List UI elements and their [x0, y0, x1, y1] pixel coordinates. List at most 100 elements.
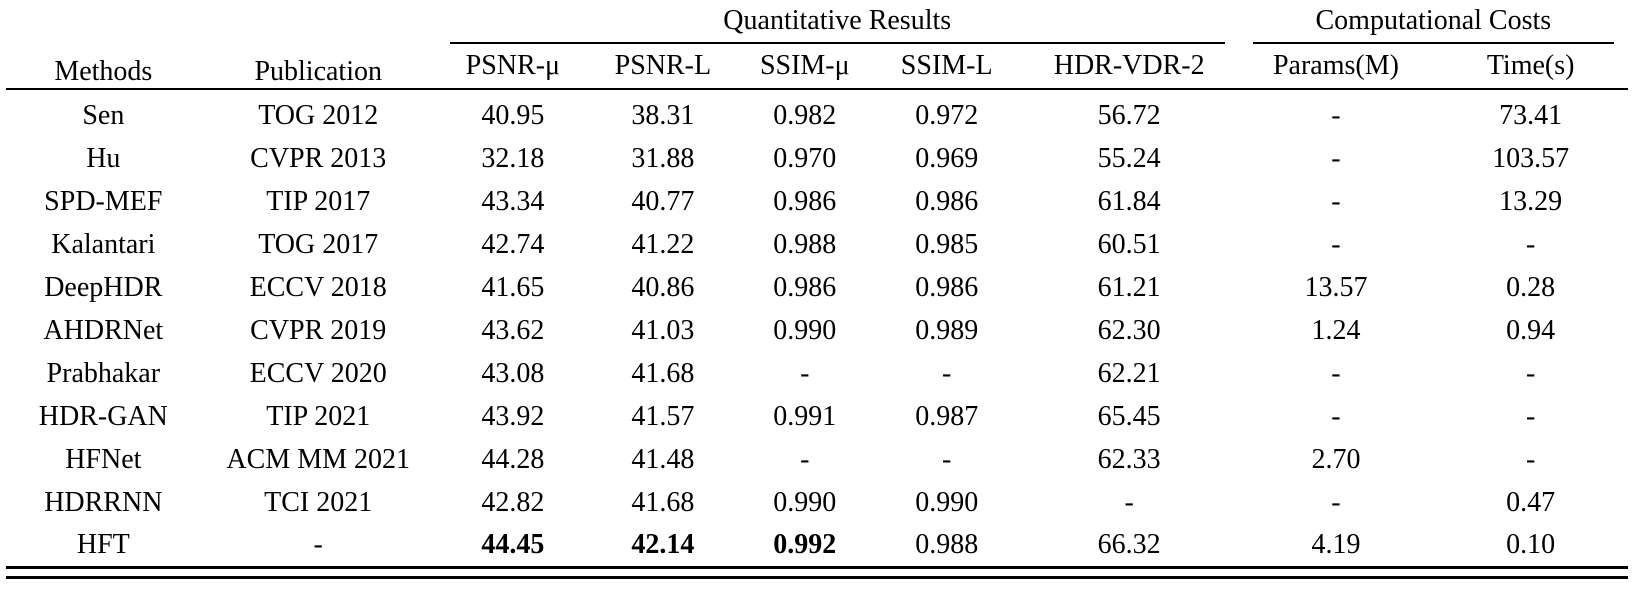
value-cell: 42.82 — [481, 486, 545, 518]
value-cell: - — [800, 443, 810, 475]
group-header-computational-costs-label: Computational Costs — [1252, 5, 1614, 44]
value-cell: 62.21 — [1097, 357, 1161, 389]
value-cell: 0.969 — [915, 142, 979, 174]
value-cell: - — [942, 357, 952, 389]
col-header-psnr-mu: PSNR-μ — [435, 44, 590, 90]
value-cell: 62.33 — [1097, 443, 1161, 475]
value-cell: 103.57 — [1492, 142, 1570, 174]
value-cell: - — [1331, 142, 1341, 174]
table-body: Sen TOG 2012 40.95 38.31 0.982 0.972 56.72 - 73.… — [6, 89, 1628, 567]
value-cell: 31.88 — [631, 142, 695, 174]
value-cell: 2.70 — [1311, 443, 1361, 475]
value-cell: 4.19 — [1311, 528, 1361, 560]
col-header-methods: Methods — [6, 2, 201, 90]
value-cell: 0.990 — [773, 314, 837, 346]
table-row: Kalantari TOG 2017 42.74 41.22 0.988 0.985 60.… — [6, 223, 1628, 266]
value-cell: 44.45 — [481, 528, 545, 560]
value-cell: 0.988 — [773, 228, 837, 260]
col-header-params: Params(M) — [1238, 44, 1434, 90]
publication-cell: CVPR 2013 — [250, 142, 387, 174]
column-header-row: PSNR-μ PSNR-L SSIM-μ SSIM-L HDR-VDR-2 Pa… — [6, 44, 1628, 90]
method-cell: AHDRNet — [43, 314, 164, 346]
table-row: Sen TOG 2012 40.95 38.31 0.982 0.972 56.72 - 73.… — [6, 89, 1628, 137]
col-header-psnr-l: PSNR-L — [589, 44, 736, 90]
value-cell: - — [1525, 357, 1536, 389]
publication-cell: ECCV 2020 — [249, 357, 387, 389]
group-header-row: Methods Publication Quantitative Results… — [6, 2, 1628, 90]
value-cell: 0.990 — [773, 486, 837, 518]
value-cell: 65.45 — [1097, 400, 1161, 432]
col-header-hdr-vdr-2: HDR-VDR-2 — [1019, 44, 1239, 90]
value-cell: - — [800, 357, 810, 389]
publication-cell: TCI 2021 — [264, 486, 373, 518]
value-cell: 43.62 — [481, 314, 545, 346]
value-cell: 56.72 — [1097, 100, 1161, 131]
publication-cell: TIP 2017 — [266, 185, 371, 217]
value-cell: - — [1331, 185, 1341, 217]
table-row: HFT - 44.45 42.14 0.992 0.988 66.32 4.19 0.10 — [6, 524, 1628, 567]
value-cell: 38.31 — [631, 100, 695, 131]
value-cell: 44.28 — [481, 443, 545, 475]
value-cell: 0.985 — [915, 228, 979, 260]
value-cell: 40.77 — [631, 185, 695, 217]
value-cell: - — [1525, 228, 1536, 260]
value-cell: 0.986 — [773, 271, 837, 303]
publication-cell: TOG 2017 — [258, 228, 379, 260]
value-cell: 73.41 — [1499, 100, 1563, 131]
value-cell: 1.24 — [1311, 314, 1361, 346]
value-cell: 0.986 — [773, 185, 837, 217]
value-cell: - — [1525, 400, 1536, 432]
value-cell: 32.18 — [481, 142, 545, 174]
value-cell: - — [1331, 100, 1341, 131]
value-cell: 0.10 — [1506, 528, 1556, 560]
table-row: HDR-GAN TIP 2021 43.92 41.57 0.991 0.987 65.45… — [6, 395, 1628, 438]
value-cell: 55.24 — [1097, 142, 1161, 174]
value-cell: - — [1331, 228, 1341, 260]
value-cell: 42.74 — [481, 228, 545, 260]
value-cell: 0.982 — [773, 100, 837, 131]
method-cell: Sen — [82, 100, 125, 131]
value-cell: 43.92 — [481, 400, 545, 432]
value-cell: 41.22 — [631, 228, 695, 260]
value-cell: 0.989 — [915, 314, 979, 346]
value-cell: 13.57 — [1304, 271, 1368, 303]
col-header-ssim-mu: SSIM-μ — [735, 44, 874, 90]
value-cell: 0.47 — [1506, 486, 1556, 518]
value-cell: 0.990 — [915, 486, 979, 518]
value-cell: 41.68 — [631, 486, 695, 518]
value-cell: 61.84 — [1097, 185, 1161, 217]
publication-cell: CVPR 2019 — [250, 314, 387, 346]
value-cell: - — [942, 443, 952, 475]
group-header-computational-costs: Computational Costs — [1239, 2, 1628, 44]
value-cell: 13.29 — [1499, 185, 1563, 217]
table-row: AHDRNet CVPR 2019 43.62 41.03 0.990 0.989 62.3… — [6, 309, 1628, 352]
value-cell: - — [1124, 486, 1134, 518]
method-cell: Prabhakar — [46, 357, 161, 389]
value-cell: - — [1331, 357, 1341, 389]
value-cell: 0.986 — [915, 185, 979, 217]
method-cell: HDR-GAN — [38, 400, 168, 432]
col-header-ssim-l: SSIM-L — [873, 44, 1020, 90]
value-cell: 0.970 — [773, 142, 837, 174]
publication-cell: TIP 2021 — [266, 400, 371, 432]
method-cell: HFNet — [65, 443, 142, 475]
value-cell: 60.51 — [1097, 228, 1161, 260]
method-cell: DeepHDR — [44, 271, 163, 303]
value-cell: 41.48 — [631, 443, 695, 475]
value-cell: 62.30 — [1097, 314, 1161, 346]
value-cell: - — [1331, 400, 1341, 432]
method-cell: Kalantari — [51, 228, 156, 260]
publication-cell: ECCV 2018 — [249, 271, 387, 303]
value-cell: 0.28 — [1506, 271, 1556, 303]
value-cell: 66.32 — [1097, 528, 1161, 560]
value-cell: 40.95 — [481, 100, 545, 131]
table-row: DeepHDR ECCV 2018 41.65 40.86 0.986 0.986 61.2… — [6, 266, 1628, 309]
table-row: Hu CVPR 2013 32.18 31.88 0.970 0.969 55.24 - 103… — [6, 137, 1628, 180]
value-cell: 41.68 — [631, 357, 695, 389]
method-cell: SPD-MEF — [44, 185, 163, 217]
publication-cell: TOG 2012 — [258, 100, 379, 131]
method-cell: HDRRNN — [44, 486, 163, 518]
method-cell: Hu — [86, 142, 121, 174]
publication-cell: - — [313, 528, 323, 560]
method-cell: HFT — [76, 528, 130, 560]
